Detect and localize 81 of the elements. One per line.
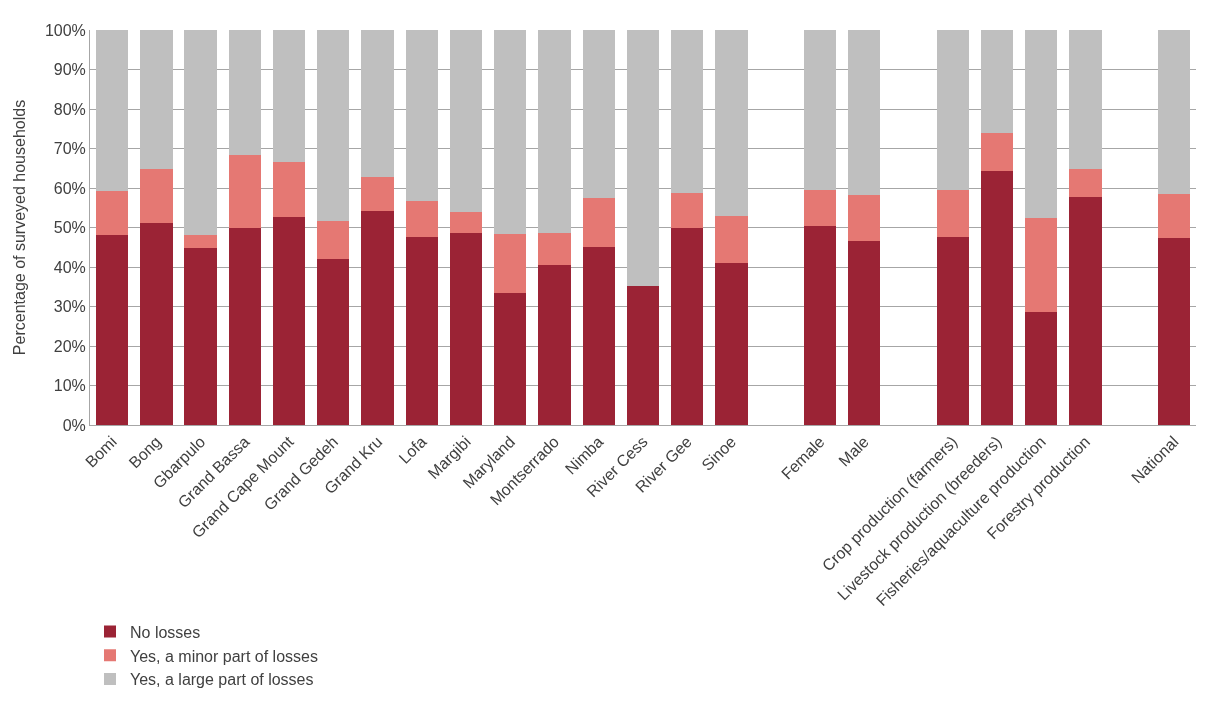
y-tick-label: 70%: [53, 140, 86, 158]
legend-label: No losses: [130, 623, 201, 641]
bar: [140, 30, 173, 170]
bar: [936, 237, 969, 425]
bar: [272, 30, 306, 163]
bar: [95, 30, 129, 191]
bar: [184, 235, 217, 249]
bar: [449, 212, 483, 234]
y-tick-label: 60%: [53, 179, 86, 197]
bar: [848, 194, 881, 242]
y-tick-label: 90%: [53, 61, 86, 79]
bar: [317, 221, 350, 260]
bar: [848, 30, 881, 195]
bar: [715, 216, 748, 264]
bar: [671, 30, 704, 193]
bar: [228, 30, 261, 155]
y-tick-label: 30%: [53, 298, 86, 316]
bar: [936, 190, 969, 238]
bar: [1069, 196, 1102, 425]
y-tick-label: 40%: [53, 258, 86, 276]
bar: [317, 259, 350, 425]
bar: [803, 30, 837, 190]
bar: [1069, 30, 1102, 170]
bar: [1157, 238, 1191, 425]
bar: [1025, 30, 1058, 219]
bar: [582, 197, 615, 248]
bar: [184, 248, 217, 425]
bar: [582, 30, 615, 198]
bar: [582, 247, 615, 425]
bar: [272, 216, 306, 425]
bar: [361, 210, 394, 425]
bar: [317, 30, 350, 222]
bar: [494, 292, 527, 425]
bar: [980, 171, 1014, 425]
legend-label: Yes, a large part of losses: [130, 671, 314, 689]
bar: [936, 30, 969, 191]
y-tick-label: 100%: [44, 21, 86, 39]
y-tick-label: 50%: [53, 219, 86, 237]
bar: [494, 234, 527, 293]
bar: [95, 235, 129, 425]
y-tick-label: 10%: [53, 377, 86, 395]
bar: [494, 30, 527, 235]
bar: [626, 30, 660, 286]
y-tick-label: 0%: [62, 416, 86, 434]
bar: [803, 189, 837, 226]
bar: [803, 225, 837, 425]
bar: [1025, 218, 1058, 313]
bar: [449, 30, 483, 213]
bar: [980, 30, 1014, 133]
bar: [1157, 193, 1191, 239]
bar: [1157, 30, 1191, 194]
bar: [95, 190, 129, 236]
bar: [361, 30, 394, 177]
bar: [538, 233, 571, 265]
y-tick-label: 80%: [53, 100, 86, 118]
bar: [538, 264, 571, 425]
y-tick-label: 20%: [53, 337, 86, 355]
bar: [626, 285, 660, 425]
bar: [361, 176, 394, 211]
bar: [848, 241, 881, 425]
bar: [671, 192, 704, 228]
bar: [980, 132, 1014, 172]
bar: [671, 227, 704, 425]
bar: [140, 169, 173, 223]
legend-label: Yes, a minor part of losses: [130, 647, 318, 665]
bar: [405, 237, 438, 425]
bar: [1069, 169, 1102, 197]
bar: [715, 30, 748, 217]
bar: [228, 154, 261, 228]
x-tick-label: Lofa: [395, 432, 430, 467]
bar: [449, 233, 483, 425]
bar: [405, 201, 438, 238]
bar: [538, 30, 571, 234]
bar: [184, 30, 217, 236]
bar: [140, 222, 173, 425]
bar: [272, 162, 306, 217]
bar: [405, 30, 438, 202]
bar: [228, 227, 261, 425]
bar: [715, 263, 748, 425]
y-axis-title: Percentage of surveyed households: [10, 99, 28, 356]
bar: [1025, 312, 1058, 425]
